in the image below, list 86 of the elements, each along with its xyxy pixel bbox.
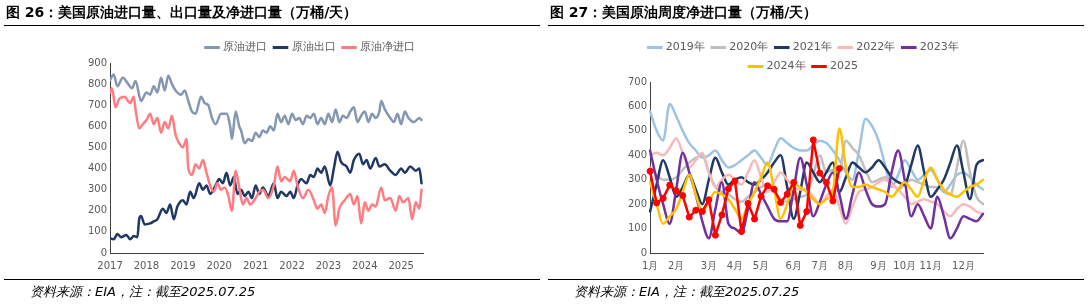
y-tick-label: 400 <box>627 148 648 160</box>
point <box>796 221 804 229</box>
x-tick-label: 7月 <box>811 259 828 271</box>
x-tick-label: 9月 <box>870 259 887 271</box>
point <box>679 192 687 200</box>
x-tick-label: 2月 <box>668 259 685 271</box>
point <box>718 211 726 219</box>
x-tick-label: 4月 <box>726 259 744 271</box>
point <box>790 178 798 186</box>
legend-label: 2022年 <box>856 40 896 54</box>
point <box>835 164 843 172</box>
point <box>685 213 693 221</box>
x-tick-label: 2017 <box>97 259 123 271</box>
legend-label: 2019年 <box>665 40 705 54</box>
point <box>672 187 680 195</box>
point <box>737 228 745 235</box>
point <box>724 185 732 193</box>
point <box>653 199 661 207</box>
point <box>666 181 674 189</box>
y-tick-label: 600 <box>87 119 108 131</box>
point <box>764 182 772 190</box>
point <box>705 196 713 204</box>
y-tick-label: 600 <box>627 100 648 112</box>
y-tick-label: 800 <box>87 77 108 89</box>
x-tick-label: 2025 <box>388 259 414 271</box>
x-tick-label: 11月 <box>919 259 943 271</box>
x-tick-label: 2024 <box>352 259 378 271</box>
x-tick-label: 6月 <box>785 259 802 271</box>
y-tick-label: 0 <box>100 246 108 258</box>
point <box>646 167 654 175</box>
point <box>770 185 778 193</box>
point <box>803 207 811 215</box>
x-tick-label: 2020 <box>206 259 232 271</box>
legend-label: 2023年 <box>919 40 959 54</box>
y-tick-label: 200 <box>87 204 108 216</box>
x-tick-label: 2022 <box>279 259 305 271</box>
x-tick-label: 2018 <box>133 259 160 271</box>
y-tick-label: 700 <box>87 98 108 110</box>
legend-label: 2021年 <box>792 40 832 54</box>
point <box>829 197 837 205</box>
y-tick-label: 500 <box>87 141 108 153</box>
x-tick-label: 1月 <box>641 259 659 271</box>
point <box>698 207 706 215</box>
x-tick-label: 2019 <box>170 259 196 271</box>
text: 资料来源：EIA，注：截至2025.07.25 <box>30 283 256 301</box>
x-tick-label: 8月 <box>837 259 855 271</box>
point <box>744 199 752 207</box>
x-tick-label: 10月 <box>893 259 917 271</box>
legend-label: 2025 <box>830 59 858 73</box>
point <box>659 194 667 202</box>
point <box>751 215 759 223</box>
x-tick-label: 2023 <box>315 259 342 271</box>
text: 资料来源：EIA，注：截至2025.07.25 <box>574 283 800 301</box>
x-tick-label: 12月 <box>952 259 975 271</box>
x-tick-label: 5月 <box>752 259 770 271</box>
y-tick-label: 200 <box>627 197 648 209</box>
line-series <box>110 73 423 145</box>
line-series <box>110 87 423 227</box>
point <box>822 178 830 186</box>
y-tick-label: 300 <box>87 183 108 195</box>
x-tick-label: 3月 <box>700 259 718 271</box>
y-tick-label: 300 <box>627 173 648 185</box>
point <box>809 136 817 144</box>
point <box>731 177 739 185</box>
y-tick-label: 700 <box>627 75 648 87</box>
y-tick-label: 100 <box>87 225 108 237</box>
y-tick-label: 0 <box>640 246 648 258</box>
legend-label: 2020年 <box>729 40 769 54</box>
point <box>783 190 791 198</box>
point <box>757 192 765 200</box>
chart-title: 图 27：美国原油周度净进口量（万桶/天） <box>550 4 818 22</box>
x-tick-label: 2021 <box>242 259 269 271</box>
point <box>777 198 785 206</box>
legend-label: 2024年 <box>766 59 806 73</box>
chart-title: 图 26：美国原油进口量、出口量及净进口量（万桶/天） <box>6 4 358 22</box>
y-tick-label: 400 <box>87 162 108 174</box>
line-series <box>110 150 423 241</box>
legend-label: 原油出口 <box>291 40 336 54</box>
point <box>816 169 824 177</box>
y-tick-label: 900 <box>87 56 108 68</box>
legend-label: 原油净进口 <box>360 40 415 54</box>
y-tick-label: 500 <box>627 124 648 136</box>
point <box>711 231 719 239</box>
point <box>692 206 700 214</box>
legend-label: 原油进口 <box>223 40 267 54</box>
y-tick-label: 100 <box>627 222 648 234</box>
